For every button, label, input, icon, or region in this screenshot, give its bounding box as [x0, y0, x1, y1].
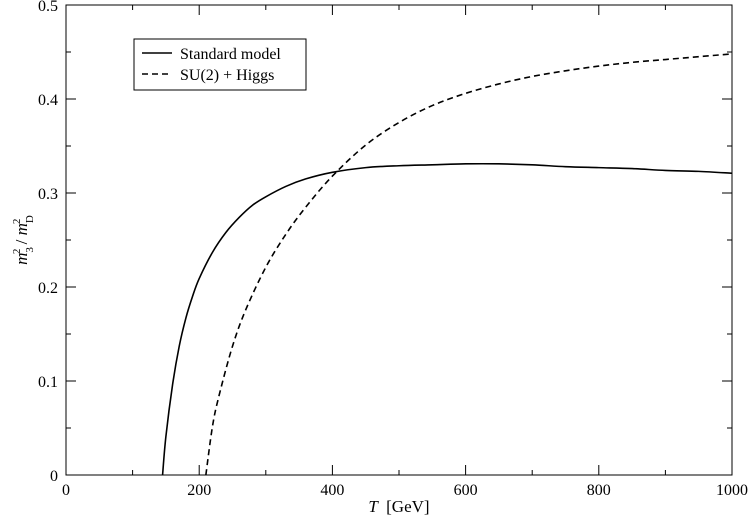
y-axis-ticks — [66, 4, 732, 476]
legend: Standard model SU(2) + Higgs — [133, 38, 307, 91]
y-axis-tick-labels: 0 0.1 0.2 0.3 0.4 0.5 — [38, 0, 58, 485]
y-tick-label: 0.5 — [38, 0, 58, 15]
series-lines — [161, 53, 733, 476]
x-axis-label-unit: [GeV] — [386, 497, 429, 516]
x-axis-label-variable: T — [368, 497, 379, 516]
x-axis-label: T [GeV] — [368, 497, 429, 516]
series-line-su2-higgs — [205, 53, 733, 476]
x-axis-ticks — [65, 5, 733, 475]
y-tick-label: 0.2 — [38, 280, 58, 297]
x-tick-label: 400 — [320, 482, 344, 499]
legend-box — [133, 38, 307, 91]
y-tick-label: 0.4 — [38, 92, 58, 109]
legend-label-su2-higgs: SU(2) + Higgs — [180, 67, 274, 84]
x-tick-label: 800 — [587, 482, 611, 499]
series-line-standard-model — [161, 162, 733, 476]
y-tick-label: 0 — [50, 468, 58, 485]
y-tick-label: 0.1 — [38, 374, 58, 391]
x-tick-label: 200 — [187, 482, 211, 499]
x-tick-label: 1000 — [716, 482, 748, 499]
x-tick-label: 600 — [454, 482, 478, 499]
x-axis-tick-labels: 0 200 400 600 800 1000 — [62, 482, 748, 499]
x-tick-label: 0 — [62, 482, 70, 499]
y-tick-label: 0.3 — [38, 186, 58, 203]
y-axis-label: m32 / mD2 — [11, 215, 36, 265]
legend-label-standard-model: Standard model — [180, 46, 281, 63]
